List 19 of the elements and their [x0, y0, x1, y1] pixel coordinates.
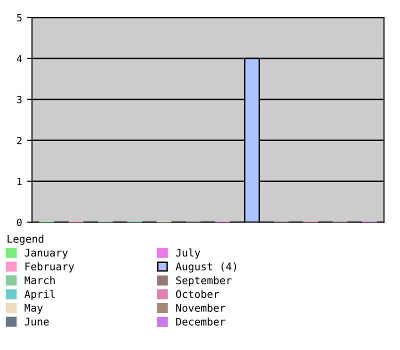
legend-label: December [176, 318, 226, 326]
legend-label: February [25, 262, 74, 272]
legend-label: April [24, 290, 55, 300]
y-tick-label: 4 [16, 55, 22, 62]
legend-label: August (4) [176, 262, 236, 272]
legend-label: January [24, 248, 68, 259]
legend-label: September [176, 276, 232, 286]
legend-label: March [24, 276, 55, 284]
legend-label: July [176, 248, 200, 259]
y-tick-label: 1 [18, 178, 22, 186]
legend-label: June [24, 318, 49, 326]
legend-label: October [176, 290, 219, 298]
y-tick-label: 0 [17, 218, 22, 226]
legend-label: November [176, 304, 226, 312]
legend-label: May [24, 304, 43, 314]
legend-title: Legend [8, 234, 44, 245]
y-tick-label: 2 [17, 136, 22, 144]
y-tick-label: 5 [17, 14, 22, 22]
y-tick-label: 3 [17, 96, 22, 104]
